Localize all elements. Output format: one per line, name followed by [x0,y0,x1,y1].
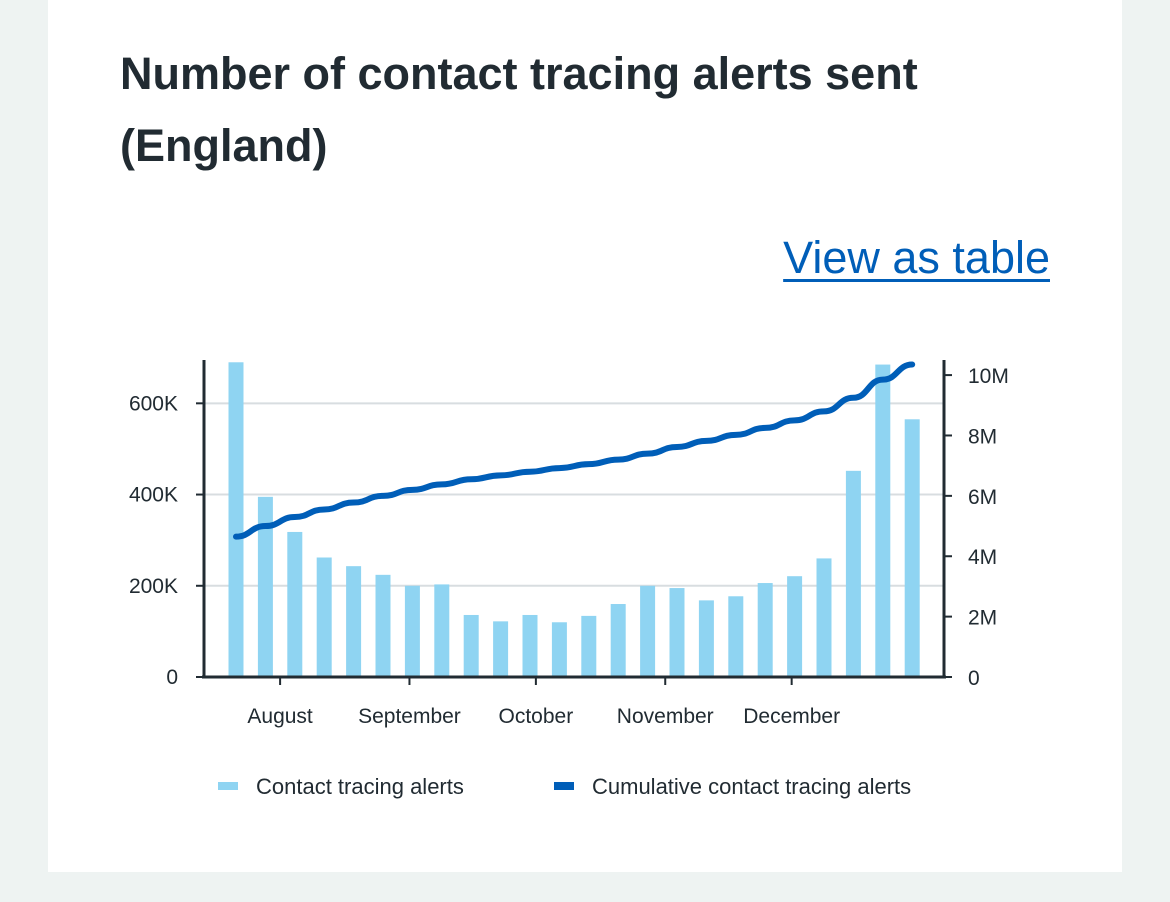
bar [493,621,509,677]
gridlines [204,402,944,587]
right-tick-label: 4M [968,546,997,569]
left-tick-label: 400K [129,484,178,507]
bar [522,614,538,677]
legend: Contact tracing alerts Cumulative contact… [218,774,911,799]
bar [551,622,567,677]
bar [463,614,479,677]
right-tick-label: 2M [968,607,997,630]
month-label: October [499,705,574,728]
legend-label-line: Cumulative contact tracing alerts [592,774,911,799]
bar [698,600,714,677]
bar [875,364,891,677]
axes: 0 200K 400K 600K 0 2M 4M 6M 8M 10M August September… [129,360,1009,728]
left-tick-label: 600K [129,392,178,415]
bar [316,557,332,677]
bar [816,558,832,677]
month-label: December [743,705,840,728]
right-tick-label: 6M [968,486,997,509]
chart-title: Number of contact tracing alerts sent (E… [120,48,918,171]
bar [845,470,861,677]
bar [375,574,391,677]
bar [581,615,597,677]
bar [757,583,773,677]
bar [640,585,656,677]
legend-label-bar: Contact tracing alerts [256,774,464,799]
bar [228,362,244,677]
cumulative-line [233,361,916,540]
bar [404,585,420,677]
legend-swatch-line [554,782,574,790]
month-label: November [617,705,714,728]
bar [787,576,803,677]
bar [434,584,450,677]
left-tick-label: 200K [129,575,178,598]
bar [728,596,744,677]
bar [904,419,920,677]
bar [287,531,303,677]
line-series [233,361,916,540]
bar [257,496,273,677]
month-label: September [358,705,461,728]
bar [346,566,362,677]
bar [669,588,685,677]
view-as-table-link[interactable]: View as table [783,232,1050,283]
month-label: August [247,705,313,728]
right-tick-label: 10M [968,365,1009,388]
bar-series [228,362,920,677]
right-tick-label: 8M [968,425,997,448]
legend-swatch-bar [218,782,238,790]
left-tick-label: 0 [166,666,178,689]
bar [610,604,626,677]
right-tick-label: 0 [968,667,980,690]
